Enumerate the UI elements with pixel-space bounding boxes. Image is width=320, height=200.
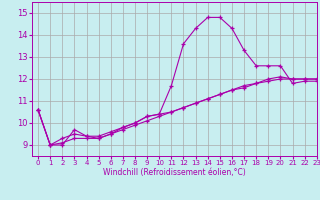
X-axis label: Windchill (Refroidissement éolien,°C): Windchill (Refroidissement éolien,°C) <box>103 168 246 177</box>
